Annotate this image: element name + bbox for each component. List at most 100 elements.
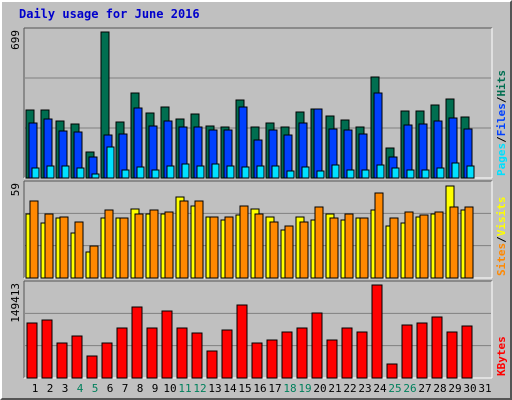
bar-sites-day-11 — [179, 200, 189, 279]
day-label-20: 20 — [313, 382, 326, 395]
day-label-13: 13 — [208, 382, 221, 395]
bar-kbytes-day-4 — [71, 335, 83, 379]
bar-pages-day-18 — [286, 170, 295, 179]
day-label-6: 6 — [107, 382, 114, 395]
day-label-10: 10 — [163, 382, 176, 395]
y-max-label: 149413 — [9, 283, 22, 323]
bar-kbytes-day-20 — [311, 312, 323, 379]
bar-pages-day-23 — [361, 169, 370, 179]
bar-pages-day-28 — [436, 167, 445, 179]
bar-files-day-20 — [313, 108, 323, 179]
day-label-1: 1 — [32, 382, 39, 395]
bar-sites-day-16 — [254, 213, 264, 279]
visits-panel: 59 Sites/Visits — [9, 180, 508, 279]
bar-pages-day-30 — [466, 165, 475, 179]
bar-sites-day-19 — [299, 221, 309, 279]
bar-kbytes-day-11 — [176, 327, 188, 379]
bar-pages-day-29 — [451, 162, 460, 179]
bar-pages-day-22 — [346, 169, 355, 179]
bar-sites-day-21 — [329, 217, 339, 279]
day-label-11: 11 — [178, 382, 191, 395]
series-side-label: KBytes — [495, 336, 508, 376]
day-label-29: 29 — [448, 382, 461, 395]
bar-sites-day-10 — [164, 211, 174, 279]
bar-pages-day-19 — [301, 166, 310, 179]
bar-kbytes-day-13 — [206, 350, 218, 379]
side-label-visits: Visits — [495, 197, 508, 237]
bar-sites-day-27 — [419, 214, 429, 279]
day-label-15: 15 — [238, 382, 251, 395]
day-label-25: 25 — [388, 382, 401, 395]
bar-pages-day-21 — [331, 164, 340, 179]
bar-sites-day-12 — [194, 200, 204, 279]
day-label-4: 4 — [77, 382, 84, 395]
bar-sites-day-29 — [449, 206, 459, 279]
day-label-2: 2 — [47, 382, 54, 395]
bar-kbytes-day-30 — [461, 325, 473, 379]
bar-pages-day-12 — [196, 165, 205, 179]
bar-sites-day-28 — [434, 211, 444, 279]
bar-sites-day-13 — [209, 216, 219, 279]
series-side-label: Sites/Visits — [495, 197, 508, 277]
bar-pages-day-24 — [376, 164, 385, 179]
bar-pages-day-10 — [166, 165, 175, 179]
bar-sites-day-17 — [269, 221, 279, 279]
bar-kbytes-day-25 — [386, 363, 398, 379]
day-axis-labels: 1 2 3 4 5 6 7 8 9 10 11 12 13 14 15 16 17 18 19 20 21 22 23 24 2… — [32, 382, 492, 395]
bar-sites-day-5 — [89, 245, 99, 279]
bar-kbytes-day-9 — [146, 327, 158, 379]
bar-pages-day-16 — [256, 165, 265, 179]
bar-pages-day-26 — [406, 169, 415, 179]
bar-pages-day-8 — [136, 166, 145, 179]
bar-pages-day-14 — [226, 165, 235, 179]
bar-kbytes-day-14 — [221, 329, 233, 379]
day-label-14: 14 — [223, 382, 237, 395]
day-label-3: 3 — [62, 382, 69, 395]
day-label-26: 26 — [403, 382, 416, 395]
day-label-12: 12 — [193, 382, 206, 395]
day-label-7: 7 — [122, 382, 129, 395]
bar-sites-day-14 — [224, 216, 234, 279]
day-label-22: 22 — [343, 382, 356, 395]
bar-kbytes-day-3 — [56, 342, 68, 379]
side-label-files: Files — [495, 103, 508, 136]
bar-kbytes-day-6 — [101, 342, 113, 379]
bar-pages-day-5 — [91, 173, 100, 179]
day-label-19: 19 — [298, 382, 311, 395]
bar-pages-day-27 — [421, 169, 430, 179]
series-side-label: Pages/Files/Hits — [495, 70, 508, 176]
bar-kbytes-day-7 — [116, 327, 128, 379]
bar-sites-day-1 — [29, 200, 39, 279]
bar-kbytes-day-21 — [326, 339, 338, 379]
day-label-9: 9 — [152, 382, 159, 395]
day-label-24: 24 — [373, 382, 387, 395]
bar-kbytes-day-16 — [251, 342, 263, 379]
bar-kbytes-day-17 — [266, 339, 278, 379]
bar-sites-day-8 — [134, 213, 144, 279]
bar-sites-day-7 — [119, 217, 129, 279]
bar-kbytes-day-18 — [281, 331, 293, 379]
side-label-separator: / — [495, 96, 508, 103]
bar-pages-day-11 — [181, 163, 190, 179]
bar-kbytes-day-1 — [26, 322, 38, 379]
day-label-30: 30 — [463, 382, 476, 395]
bar-kbytes-day-12 — [191, 332, 203, 379]
day-label-31: 31 — [478, 382, 491, 395]
bar-sites-day-4 — [74, 221, 84, 279]
bar-pages-day-2 — [46, 165, 55, 179]
bar-sites-day-2 — [44, 213, 54, 279]
bar-sites-day-15 — [239, 205, 249, 279]
bar-sites-day-18 — [284, 225, 294, 279]
bar-pages-day-17 — [271, 165, 280, 179]
bar-pages-day-13 — [211, 163, 220, 179]
day-label-8: 8 — [137, 382, 144, 395]
side-label-separator: / — [495, 136, 508, 143]
bar-kbytes-day-29 — [446, 331, 458, 379]
bar-sites-day-24 — [374, 192, 384, 279]
bar-kbytes-day-5 — [86, 355, 98, 379]
kbytes-panel: 149413 KBytes — [9, 280, 508, 379]
day-label-16: 16 — [253, 382, 266, 395]
side-label-pages: Pages — [495, 143, 508, 176]
